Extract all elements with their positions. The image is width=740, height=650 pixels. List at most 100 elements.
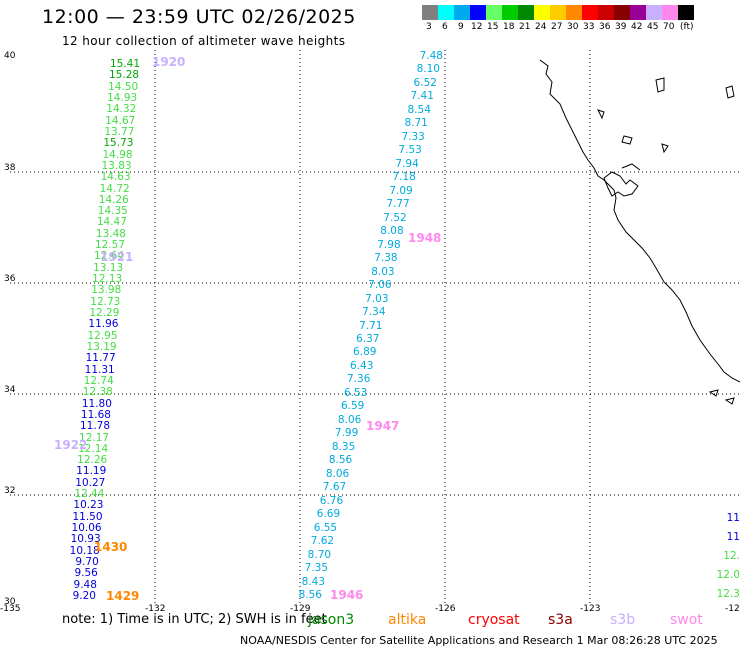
wave-height-value: 7.36 [347, 373, 371, 386]
scale-label: 33 [583, 22, 595, 32]
coastline [539, 59, 740, 405]
pass-number: 1920 [152, 55, 186, 69]
wave-height-value: 14.63 [100, 171, 131, 184]
lon-label: -126 [435, 604, 456, 614]
wave-height-value: 11.50 [72, 510, 103, 523]
wave-height-value: 11.68 [80, 408, 111, 421]
wave-height-value: 9.70 [75, 556, 99, 569]
california-coastline [539, 59, 740, 383]
lon-label: -135 [0, 604, 20, 614]
wave-height-value: 6.89 [353, 346, 377, 359]
scale-label: 15 [487, 22, 499, 32]
scale-label: 45 [647, 22, 659, 32]
wave-height-value: 6.53 [343, 386, 368, 399]
satellite-legend-item: swot [670, 612, 703, 628]
wave-height-value: 14.67 [105, 114, 136, 127]
wave-height-value: 12.38 [82, 386, 113, 399]
wave-height-value: 15.28 [109, 69, 140, 82]
wave-height-value: 7.94 [395, 157, 419, 170]
scale-label: 21 [519, 22, 531, 32]
wave-height-value: 8.70 [307, 548, 332, 561]
wave-height-value: 6.59 [340, 400, 365, 413]
scale-swatch [454, 5, 470, 20]
wave-height-value: 10.18 [69, 544, 100, 557]
wave-height-value: 14.93 [107, 91, 138, 104]
scale-swatch [550, 5, 566, 20]
wave-height-value: 14.32 [106, 103, 137, 116]
scale-swatch [486, 5, 502, 20]
wave-height-value: 11.78 [79, 420, 111, 433]
wave-height-value: 7.98 [377, 238, 401, 251]
wave-height-value: 7.38 [374, 252, 398, 265]
pass-number: 1429 [106, 589, 140, 603]
pass-number: 1922 [54, 438, 88, 452]
wave-height-value: 8.03 [371, 265, 395, 278]
wave-height-value: 12.29 [89, 307, 120, 320]
scale-swatch [582, 5, 598, 20]
wave-height-value: 8.54 [407, 103, 431, 116]
scale-swatch [566, 5, 582, 20]
wave-height-value: 8.71 [404, 117, 428, 130]
wave-height-value: 13.19 [86, 340, 117, 353]
scale-label: 42 [631, 22, 643, 32]
scale-label: 39 [615, 22, 627, 32]
pass-number: 1921 [100, 250, 134, 264]
wave-height-value: 14.72 [99, 182, 130, 195]
wave-height-value: 12. [723, 550, 740, 562]
scale-swatch [614, 5, 630, 20]
lon-label: -132 [145, 604, 165, 614]
pass-number: 1946 [330, 588, 364, 602]
lat-label: 38 [4, 163, 16, 173]
wave-height-value: 11.19 [76, 465, 107, 478]
wave-height-value: 13.48 [95, 227, 126, 240]
wave-height-value: 12.74 [83, 374, 114, 387]
lat-label: 40 [4, 51, 16, 61]
lat-label: 36 [4, 274, 16, 284]
lon-label: -124 [725, 604, 740, 614]
wave-height-value: 14.35 [97, 205, 128, 218]
wave-height-value: 10.27 [75, 476, 106, 489]
wave-height-value: 12.73 [90, 295, 121, 308]
wave-height-value: 6.76 [319, 494, 344, 507]
wave-height-value: 13.83 [101, 159, 132, 172]
pass-number: 1947 [366, 419, 400, 433]
scale-label: 12 [471, 22, 483, 32]
wave-height-value: 13.98 [91, 284, 122, 297]
scale-label: 36 [599, 22, 611, 32]
wave-height-value: 12.13 [92, 273, 123, 286]
map-subtitle: 12 hour collection of altimeter wave hei… [62, 34, 346, 48]
channel-island-2 [724, 397, 735, 405]
wave-height-value: 15.41 [109, 58, 140, 70]
wave-height-value: 11.31 [84, 363, 115, 376]
scale-label: 9 [458, 22, 464, 32]
wave-height-value: 12.3 [716, 588, 740, 600]
wave-height-value: 7.53 [398, 144, 422, 157]
wave-height-value: 6.52 [413, 76, 437, 89]
footer-credit: NOAA/NESDIS Center for Satellite Applica… [240, 634, 718, 647]
lon-label: -123 [580, 604, 600, 614]
color-scale [422, 5, 694, 21]
legend-note: note: 1) Time is in UTC; 2) SWH is in fe… [62, 612, 327, 627]
wave-height-value: 7.71 [359, 319, 383, 332]
scale-swatch [598, 5, 614, 20]
wave-height-value: 14.50 [108, 80, 139, 93]
scale-label: 70 [663, 22, 675, 32]
satellite-legend-item: cryosat [468, 612, 520, 628]
wave-height-value: 11 [726, 512, 740, 524]
wave-height-value: 11.80 [81, 397, 112, 410]
wave-height-value: 8.43 [301, 575, 326, 588]
scale-swatch [470, 5, 486, 20]
wave-height-value: 10.23 [73, 499, 104, 512]
lat-lon-grid [10, 50, 740, 605]
scale-label: 24 [535, 22, 547, 32]
scale-swatch [518, 5, 534, 20]
pass-number: 1948 [408, 231, 442, 245]
wave-height-value: 7.09 [389, 184, 413, 197]
satellite-legend-item: jason3 [308, 612, 355, 628]
wave-height-value: 13.77 [104, 125, 135, 138]
legend: note: 1) Time is in UTC; 2) SWH is in fe… [62, 612, 327, 627]
scale-label: 6 [442, 22, 448, 32]
scale-swatch [630, 5, 646, 20]
scale-swatch [438, 5, 454, 20]
